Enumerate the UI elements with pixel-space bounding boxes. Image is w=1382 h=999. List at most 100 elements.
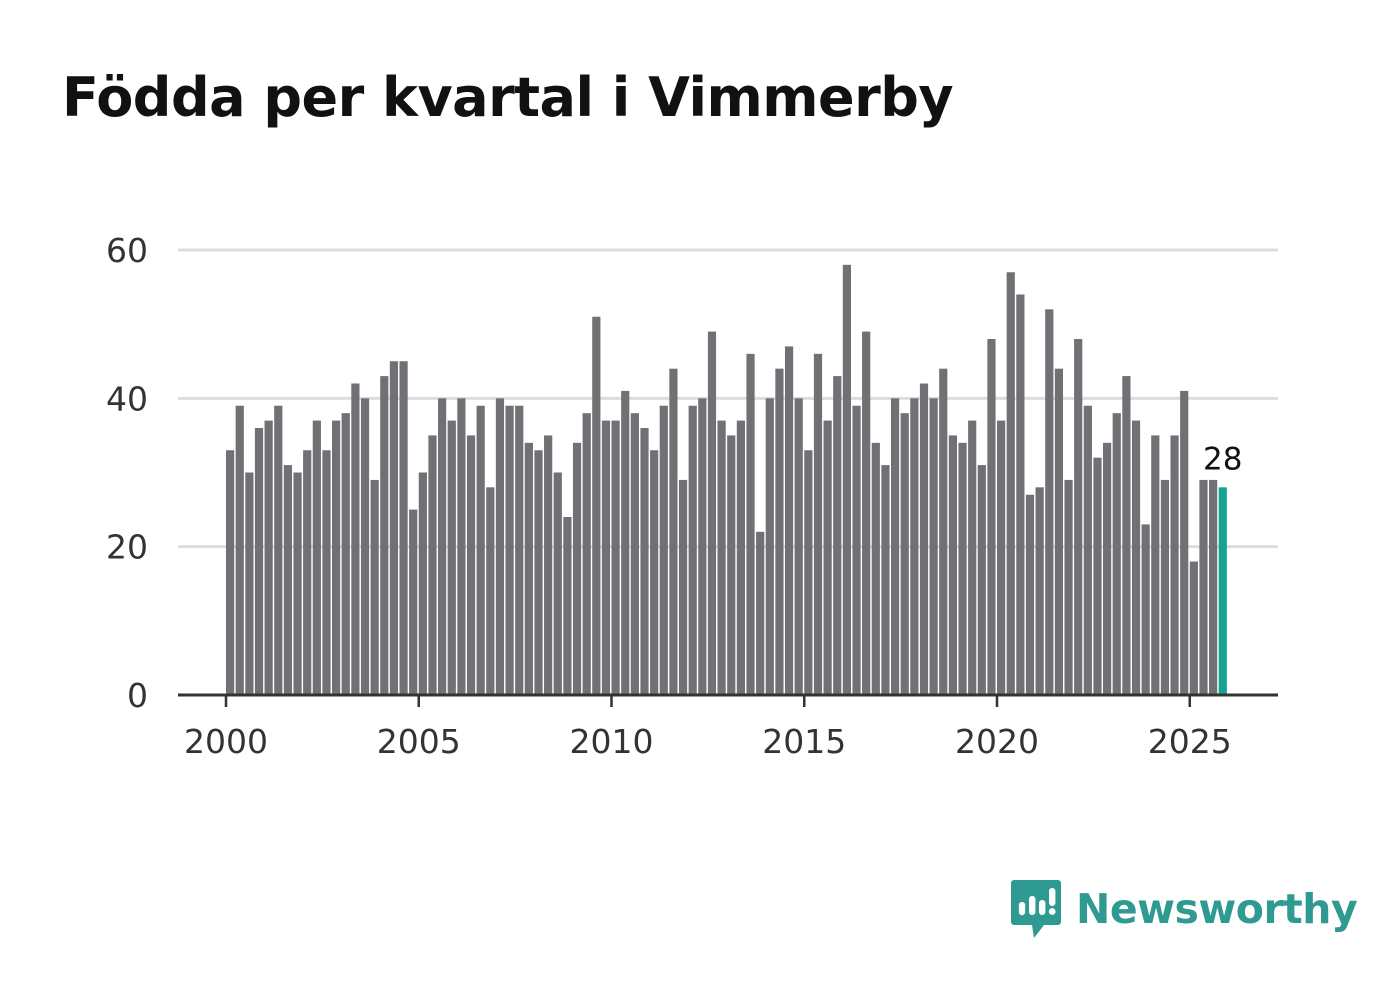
bar [727,435,736,695]
bar [1074,339,1083,695]
bar [987,339,996,695]
bar [293,472,302,695]
bar [226,450,235,695]
bar [572,442,582,695]
bar [842,264,851,695]
bar [650,450,659,695]
bar [505,405,514,695]
bar [351,383,360,695]
bar [1093,457,1102,695]
y-axis-ticks: 0 20 40 60 [106,231,148,715]
bar [534,450,543,695]
bar [688,405,697,695]
bar [1025,494,1035,695]
bar [977,465,986,695]
bar [968,420,977,695]
bar [678,479,688,695]
y-tick-label: 20 [106,528,148,567]
x-tick-label: 2005 [377,722,461,761]
bar [823,420,832,695]
bar [813,353,823,695]
bar [447,420,456,695]
bar [457,398,466,695]
bar [1054,368,1064,695]
x-axis-ticks: 2000 2005 2010 2015 2020 2025 [184,695,1232,761]
bar [264,420,273,695]
bar [765,398,774,695]
bar [1131,420,1141,695]
bar-latest [1218,487,1227,695]
bar [1151,435,1160,695]
bar [833,376,842,695]
bar [900,413,909,695]
bar [1045,309,1054,695]
x-tick-label: 2010 [570,722,654,761]
bar [370,479,379,695]
bar [948,435,958,695]
bar [1064,479,1073,695]
bar [794,398,803,695]
bar [553,472,562,695]
brand-name: Newsworthy [1076,885,1358,933]
bar [775,368,784,695]
bar [476,405,485,695]
bar [919,383,929,695]
bar [341,413,350,695]
bar [399,361,408,695]
bar [1103,442,1112,695]
bar [418,472,427,695]
y-tick-label: 40 [106,379,148,418]
bar [360,398,370,695]
bar [1083,405,1092,695]
bar [640,428,649,695]
bar [274,405,283,695]
bar [630,413,639,695]
bar [1016,294,1025,695]
bar [1199,479,1208,695]
bar [1035,487,1044,695]
bar [322,450,331,695]
x-tick-label: 2015 [762,722,846,761]
bar [1141,524,1150,695]
bar [428,435,437,695]
bar [1160,479,1170,695]
bar [621,390,630,695]
bar [611,420,620,695]
bar [804,450,813,695]
bar [717,420,726,695]
bar [929,398,938,695]
bar [438,398,447,695]
latest-value-label: 28 [1203,441,1242,477]
bar [283,465,293,695]
bar [486,487,495,695]
bar [235,405,244,695]
bar [862,331,871,695]
bar [746,353,755,695]
y-tick-label: 0 [127,676,148,715]
bar [380,376,389,695]
bar [958,442,967,695]
bar [997,420,1006,695]
bar [563,517,572,695]
y-tick-label: 60 [106,231,148,270]
bar [312,420,321,695]
bar [245,472,254,695]
bar [582,413,591,695]
bar [939,368,948,695]
bars [226,264,1227,695]
bar [707,331,717,695]
bar [736,420,745,695]
bar [1170,435,1179,695]
bar [881,465,890,695]
bar [756,531,765,695]
bar [910,398,919,695]
x-tick-label: 2000 [184,722,268,761]
bar [852,405,861,695]
bar [466,435,476,695]
bar [1180,390,1189,695]
bar [784,346,794,695]
bar [1189,561,1198,695]
bar [409,509,418,695]
page-title: Födda per kvartal i Vimmerby [62,66,954,129]
